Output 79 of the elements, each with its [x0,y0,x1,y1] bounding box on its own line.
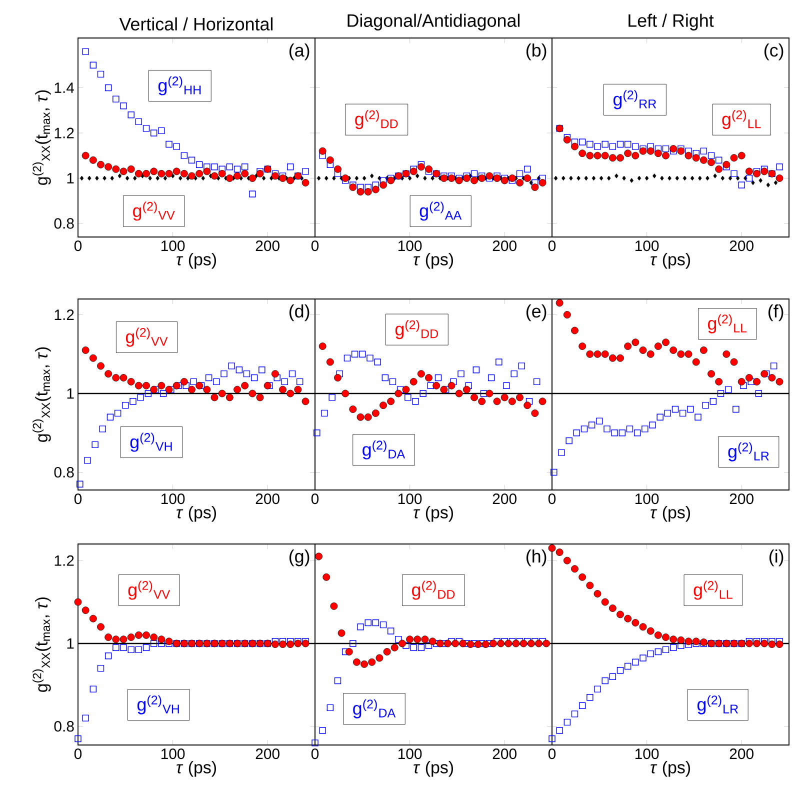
annotation: (i) [769,550,784,566]
x-tick-label: 100 [161,240,185,252]
x-tick-label: 100 [635,748,659,760]
series-label: g$^{(2)}$DD [355,110,398,130]
series-label: g$^{(2)}$VH [130,432,172,452]
x-tick-label: 100 [398,494,422,504]
annotation: (c) [764,44,784,60]
x-axis-title: τ (ps) [414,506,453,522]
chart-title: Left / Right [628,14,714,30]
x-tick-label: 0 [548,240,556,252]
series-label: g$^{(2)}$LR [728,442,769,462]
x-tick-label: 100 [398,748,422,760]
text: g$^{(2)}$VH [137,695,179,714]
y-tick-label: 1 [67,173,74,184]
x-axis-title: τ (ps) [650,760,690,777]
annotation: (b) [526,44,546,60]
y-tick-label: 1.4 [54,82,74,93]
x-tick-label: 0 [311,494,319,504]
y-tick-label: 0.8 [54,721,74,732]
series-label: g$^{(2)}$VV [128,580,170,600]
annotation: (a) [289,44,310,60]
x-tick-label: 0 [548,748,556,760]
x-tick-label: 100 [635,494,659,504]
y-tick-label: 1.2 [54,555,74,566]
annotation: (f) [768,304,784,322]
annotation: (g) [289,550,310,566]
text: g$^{(2)}$LL [694,580,732,600]
text: g$^{(2)}$DA [362,440,406,460]
x-tick-label: 100 [161,748,185,760]
x-axis-title: τ (ps) [414,252,453,269]
x-axis-title: τ (ps) [176,760,216,777]
series-label: g$^{(2)}$LL [722,110,761,130]
x-tick-label: 200 [492,494,516,504]
x-axis-title: τ (ps) [414,760,453,777]
series-label: g$^{(2)}$LL [708,314,747,334]
x-tick-label: 200 [492,748,516,760]
x-tick-label: 0 [74,748,82,760]
x-tick-label: 200 [730,494,754,504]
x-tick-label: 100 [161,494,185,504]
chart-title: Diagonal/Antidiagonal [348,14,520,30]
x-tick-label: 200 [492,240,516,252]
x-axis-title: τ (ps) [650,506,690,522]
y-axis-title: g$^{(2)}$$_{XX}$(t$_{max}$, τ) [32,90,51,185]
x-tick-label: 0 [74,494,82,504]
annotation: (e) [526,304,546,322]
y-tick-label: 1.2 [54,310,74,320]
text: g$^{(2)}$LR [697,695,738,714]
x-tick-label: 0 [548,494,556,504]
x-tick-label: 200 [730,240,754,252]
y-axis-title: g$^{(2)}$$_{XX}$(t$_{max}$, τ) [32,347,51,442]
x-tick-label: 100 [635,240,659,252]
series-label: g$^{(2)}$AA [420,202,462,221]
series-label: g$^{(2)}$DD [395,320,438,340]
x-axis-title: τ (ps) [650,252,690,269]
x-tick-label: 200 [256,494,280,504]
y-tick-label: 0.8 [54,218,74,229]
x-axis-title: τ (ps) [176,252,216,269]
series-label: g$^{(2)}$DA [353,699,396,718]
chart-title: Vertical / Horizontal [119,17,273,30]
x-tick-label: 100 [398,240,422,252]
series-label: g$^{(2)}$RR [613,90,656,110]
x-tick-label: 200 [256,240,280,252]
x-tick-label: 0 [311,748,319,760]
x-tick-label: 200 [256,748,280,760]
x-tick-label: 0 [74,240,82,252]
series-label: g$^{(2)}$VV [126,328,168,347]
x-tick-label: 200 [730,748,754,760]
x-tick-label: 0 [311,240,319,252]
annotation: (d) [289,304,310,322]
y-axis-title: g$^{(2)}$$_{XX}$(t$_{max}$, τ) [32,597,51,692]
series-label: g$^{(2)}$VV [133,202,175,221]
y-tick-label: 1 [67,388,74,399]
y-tick-label: 0.8 [54,466,74,478]
y-tick-label: 1.2 [54,128,74,138]
series-label: g$^{(2)}$HH [158,76,201,96]
annotation: (h) [526,550,546,566]
x-axis-title: τ (ps) [176,506,216,522]
text: g$^{(2)}$DD [412,580,455,600]
y-tick-label: 1 [67,638,74,649]
